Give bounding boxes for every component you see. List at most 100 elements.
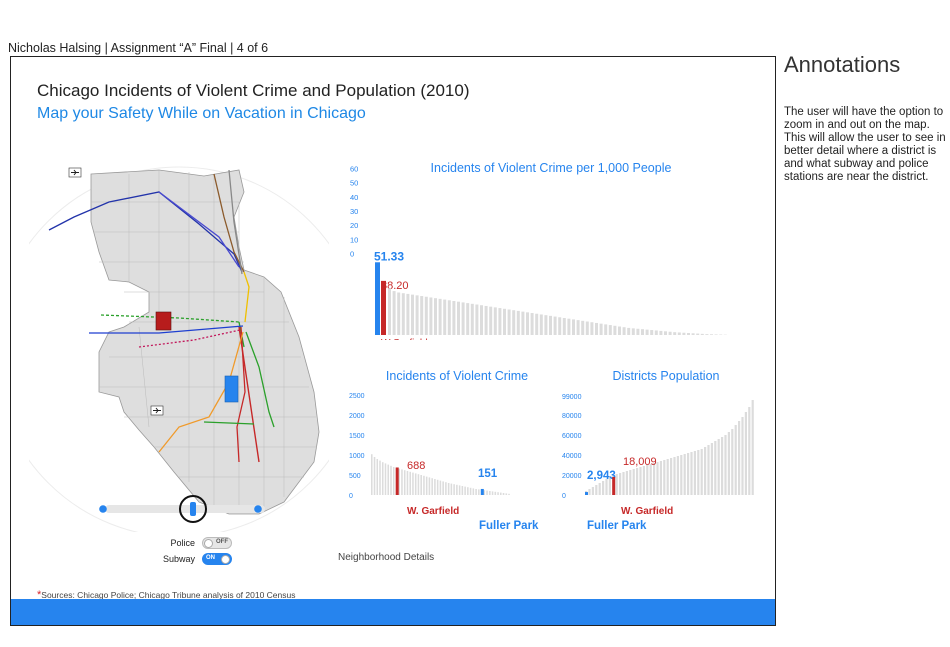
bar-fuller-park[interactable] bbox=[480, 488, 484, 495]
bar-district[interactable] bbox=[663, 460, 666, 495]
bar-district[interactable] bbox=[608, 476, 611, 495]
bar-district[interactable] bbox=[489, 491, 491, 495]
bar-district[interactable] bbox=[656, 462, 659, 495]
bar-district[interactable] bbox=[590, 322, 594, 335]
bar-district[interactable] bbox=[636, 328, 640, 335]
bar-district[interactable] bbox=[415, 295, 419, 335]
bar-district[interactable] bbox=[434, 298, 437, 335]
map-district-fuller-park[interactable] bbox=[224, 375, 239, 403]
bar-district[interactable] bbox=[721, 437, 724, 495]
bar-district[interactable] bbox=[668, 331, 672, 335]
bar-district[interactable] bbox=[622, 472, 625, 495]
bar-district[interactable] bbox=[710, 443, 713, 495]
bar-district[interactable] bbox=[493, 307, 497, 335]
bar-district[interactable] bbox=[691, 333, 695, 335]
bar-district[interactable] bbox=[622, 327, 626, 335]
bar-district[interactable] bbox=[608, 325, 612, 335]
bar-district[interactable] bbox=[403, 470, 406, 495]
bar-fuller-park[interactable] bbox=[375, 262, 380, 335]
bar-w-garfield[interactable] bbox=[381, 280, 386, 335]
bar-district[interactable] bbox=[690, 452, 693, 495]
bar-district[interactable] bbox=[625, 471, 628, 495]
bar-district[interactable] bbox=[553, 316, 557, 335]
bar-district[interactable] bbox=[598, 483, 601, 495]
bar-district[interactable] bbox=[539, 314, 543, 335]
bar-w-garfield[interactable] bbox=[395, 467, 399, 495]
bar-district[interactable] bbox=[646, 465, 649, 495]
neighborhood-details-link[interactable]: Neighborhood Details bbox=[338, 552, 435, 563]
bar-district[interactable] bbox=[447, 483, 450, 495]
bar-district[interactable] bbox=[447, 300, 451, 335]
bar-district[interactable] bbox=[497, 492, 499, 495]
bar-district[interactable] bbox=[381, 462, 384, 495]
bar-district[interactable] bbox=[673, 457, 676, 495]
bar-district[interactable] bbox=[738, 421, 741, 495]
bar-district[interactable] bbox=[431, 478, 433, 495]
bar-district[interactable] bbox=[414, 473, 417, 495]
bar-district[interactable] bbox=[544, 315, 548, 335]
bar-district[interactable] bbox=[475, 489, 477, 495]
bar-district[interactable] bbox=[456, 484, 458, 495]
police-toggle[interactable]: OFF bbox=[202, 537, 232, 549]
bar-district[interactable] bbox=[445, 482, 447, 495]
bar-district[interactable] bbox=[618, 326, 621, 336]
bar-fuller-park[interactable] bbox=[585, 492, 588, 495]
bar-district[interactable] bbox=[605, 479, 608, 495]
bar-district[interactable] bbox=[424, 296, 428, 335]
zoom-out-icon[interactable] bbox=[99, 505, 107, 513]
bar-district[interactable] bbox=[406, 293, 410, 335]
bar-district[interactable] bbox=[512, 310, 516, 335]
bar-district[interactable] bbox=[615, 474, 618, 495]
bar-district[interactable] bbox=[507, 309, 511, 336]
bar-district[interactable] bbox=[632, 469, 635, 495]
bar-district[interactable] bbox=[483, 490, 486, 495]
bar-district[interactable] bbox=[585, 321, 589, 335]
subway-toggle[interactable]: ON bbox=[202, 553, 232, 565]
bar-district[interactable] bbox=[602, 481, 605, 495]
bar-district[interactable] bbox=[676, 456, 679, 495]
bar-district[interactable] bbox=[464, 486, 466, 495]
bar-district[interactable] bbox=[384, 463, 387, 495]
bar-district[interactable] bbox=[744, 412, 747, 495]
bar-district[interactable] bbox=[423, 475, 425, 495]
bar-district[interactable] bbox=[500, 492, 502, 495]
bar-district[interactable] bbox=[591, 487, 594, 495]
bar-district[interactable] bbox=[697, 450, 700, 495]
bar-district[interactable] bbox=[595, 322, 598, 335]
bar-district[interactable] bbox=[467, 487, 469, 495]
chicago-map[interactable] bbox=[29, 162, 329, 532]
bar-district[interactable] bbox=[387, 464, 390, 495]
bar-district[interactable] bbox=[371, 454, 373, 495]
bar-district[interactable] bbox=[581, 320, 585, 335]
bar-district[interactable] bbox=[599, 323, 603, 335]
bar-district[interactable] bbox=[401, 469, 403, 495]
bar-district[interactable] bbox=[629, 470, 632, 495]
bar-district[interactable] bbox=[700, 449, 703, 495]
bar-district[interactable] bbox=[567, 318, 571, 335]
zoom-slider-thumb[interactable] bbox=[190, 502, 196, 516]
bar-district[interactable] bbox=[751, 400, 754, 495]
bar-district[interactable] bbox=[639, 467, 642, 495]
bar-district[interactable] bbox=[696, 333, 700, 335]
bar-district[interactable] bbox=[642, 466, 645, 495]
bar-district[interactable] bbox=[376, 459, 379, 495]
bar-district[interactable] bbox=[392, 291, 396, 335]
bar-district[interactable] bbox=[731, 429, 734, 495]
bar-district[interactable] bbox=[588, 489, 591, 495]
bar-district[interactable] bbox=[645, 329, 649, 335]
bar-district[interactable] bbox=[659, 461, 662, 495]
bar-district[interactable] bbox=[494, 491, 497, 495]
bar-district[interactable] bbox=[450, 483, 453, 495]
bar-district[interactable] bbox=[470, 303, 474, 335]
bar-district[interactable] bbox=[411, 294, 414, 335]
bar-district[interactable] bbox=[693, 451, 696, 495]
bar-district[interactable] bbox=[653, 463, 656, 495]
bar-district[interactable] bbox=[453, 484, 455, 495]
bar-district[interactable] bbox=[439, 480, 442, 495]
bar-district[interactable] bbox=[505, 493, 508, 495]
bar-district[interactable] bbox=[664, 331, 667, 335]
bar-district[interactable] bbox=[714, 441, 717, 495]
bar-district[interactable] bbox=[707, 445, 710, 495]
bar-district[interactable] bbox=[436, 479, 439, 495]
bar-district[interactable] bbox=[627, 327, 631, 335]
